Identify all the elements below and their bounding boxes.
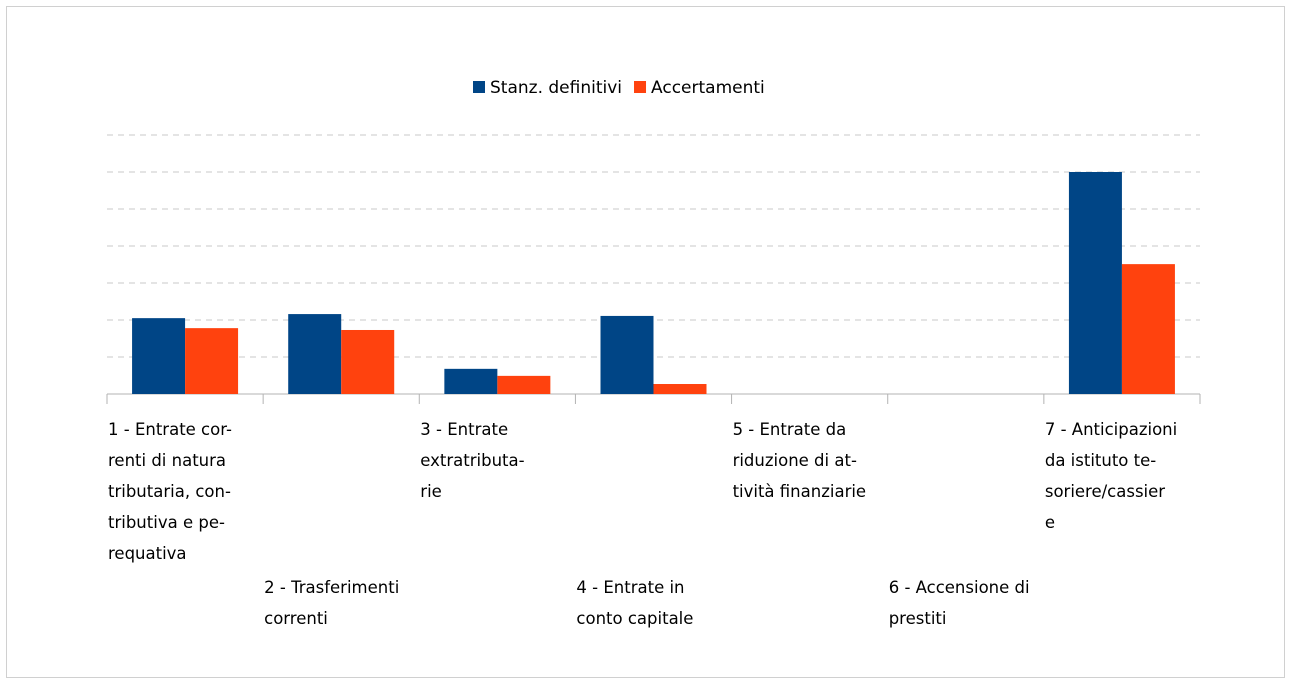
bar (132, 318, 186, 394)
bar (653, 384, 707, 394)
x-tick-label: 6 - Accensione di prestiti (888, 578, 1030, 628)
legend-label: Accertamenti (651, 78, 765, 98)
x-tick-label: 7 - Anticipazioni da istituto te- sorier… (1044, 420, 1178, 532)
legend-label: Stanz. definitivi (490, 78, 622, 98)
chart-border (6, 6, 1285, 678)
legend-swatch (634, 81, 647, 93)
x-tick-label: 2 - Trasferimenti correnti (264, 578, 400, 628)
bar (288, 314, 342, 394)
bar (341, 329, 395, 394)
bar (1121, 264, 1175, 394)
x-tick-label: 3 - Entrate extratributa- rie (420, 420, 525, 501)
bar (185, 328, 239, 394)
x-tick-label: 5 - Entrate da riduzione di at- tività f… (732, 420, 867, 501)
legend-swatch (473, 81, 485, 93)
bar (600, 315, 654, 394)
bar (1068, 172, 1122, 394)
bar (444, 368, 498, 394)
x-tick-label: 4 - Entrate in conto capitale (576, 578, 694, 628)
bar (497, 375, 551, 394)
x-tick-label: 1 - Entrate cor- renti di natura tributa… (108, 420, 232, 563)
